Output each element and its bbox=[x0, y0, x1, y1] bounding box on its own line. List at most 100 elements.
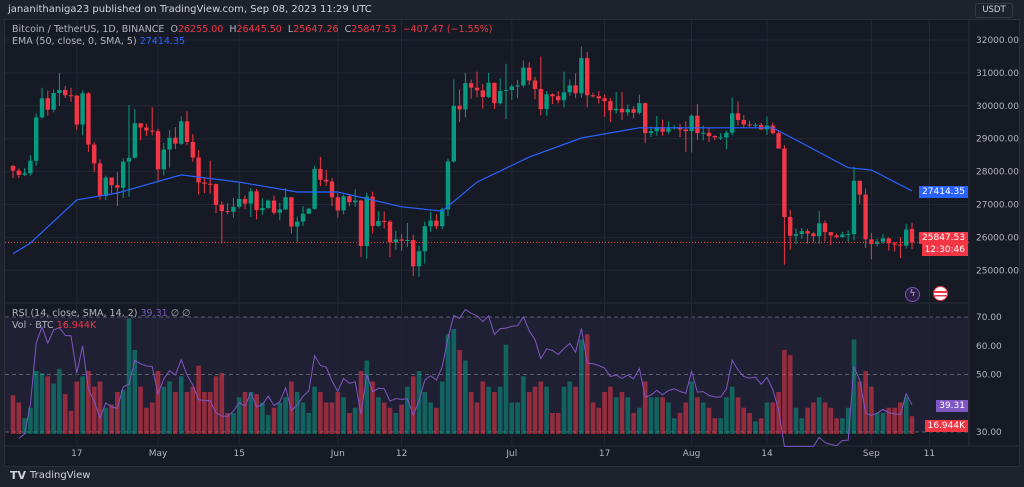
candle-body bbox=[741, 119, 746, 125]
candle-body bbox=[538, 89, 543, 110]
volume-bar bbox=[584, 334, 590, 434]
candle-body bbox=[747, 124, 752, 126]
candle-body bbox=[405, 240, 410, 242]
lightning-icon[interactable]: ϟ bbox=[905, 287, 920, 302]
volume-bar bbox=[22, 418, 27, 434]
volume-legend[interactable]: Vol · BTC 16.944K bbox=[12, 320, 96, 331]
time-axis-label: Jul bbox=[505, 449, 517, 459]
tradingview-logo-icon: TV bbox=[10, 469, 27, 482]
volume-bar bbox=[439, 381, 445, 434]
volume-bar bbox=[225, 413, 230, 434]
ema-legend[interactable]: EMA (50, close, 0, SMA, 5) 27414.35 bbox=[12, 36, 185, 47]
candle-body bbox=[161, 149, 166, 170]
candle-body bbox=[167, 137, 172, 150]
volume-bar bbox=[805, 407, 810, 434]
volume-bar bbox=[602, 392, 607, 434]
volume-bar bbox=[671, 418, 677, 434]
volume-bar bbox=[550, 413, 555, 434]
candle-body bbox=[701, 132, 706, 134]
candle-body bbox=[347, 196, 352, 203]
candle-body bbox=[619, 108, 625, 113]
volume-bar bbox=[851, 339, 857, 434]
volume-bar bbox=[161, 386, 167, 434]
volume-bar bbox=[758, 418, 764, 434]
candle-body bbox=[68, 95, 74, 97]
candle-body bbox=[329, 181, 335, 198]
high-label: H bbox=[229, 24, 237, 35]
volume-bar bbox=[845, 407, 851, 434]
volume-bar bbox=[202, 392, 207, 434]
volume-bar bbox=[828, 407, 834, 434]
candle-body bbox=[300, 213, 306, 222]
candle-body bbox=[434, 220, 439, 227]
price-axis-label: 32000.00 bbox=[976, 36, 1019, 46]
tradingview-footer-logo[interactable]: TV TradingView bbox=[10, 469, 90, 482]
currency-button[interactable]: USDT bbox=[975, 3, 1013, 18]
volume-bar bbox=[144, 407, 149, 434]
time-axis-label: May bbox=[149, 449, 168, 459]
price-axis-label: 27000.00 bbox=[976, 201, 1019, 211]
candle-body bbox=[892, 243, 897, 245]
symbol-name: Bitcoin / TetherUS, 1D, BINANCE bbox=[12, 24, 165, 35]
low-label: L bbox=[287, 24, 294, 35]
candle-body bbox=[387, 221, 393, 243]
volume-bar bbox=[515, 402, 520, 434]
volume-bar bbox=[347, 413, 352, 434]
candle-body bbox=[846, 234, 851, 236]
candle-body bbox=[817, 223, 822, 237]
candle-body bbox=[689, 115, 694, 132]
volume-bar bbox=[660, 397, 665, 434]
candle-body bbox=[242, 198, 248, 204]
candle-body bbox=[382, 220, 387, 222]
volume-bar bbox=[399, 404, 404, 434]
change-value: −407.47 (−1.55%) bbox=[402, 24, 493, 35]
last-price-tag: 25847.53 bbox=[919, 232, 968, 244]
candle-body bbox=[271, 200, 277, 213]
volume-bar bbox=[103, 407, 109, 434]
candle-body bbox=[718, 137, 723, 139]
volume-bar bbox=[178, 376, 184, 434]
symbol-legend[interactable]: Bitcoin / TetherUS, 1D, BINANCE O26255.0… bbox=[12, 24, 492, 35]
rsi-legend[interactable]: RSI (14, close, SMA, 14, 2) 39.31 ∅ ∅ bbox=[12, 308, 190, 319]
volume-bar bbox=[886, 407, 892, 434]
candle-body bbox=[416, 251, 422, 267]
price-axis-label: 29000.00 bbox=[976, 135, 1019, 145]
volume-bar bbox=[16, 402, 22, 434]
volume-bar bbox=[869, 386, 874, 434]
volume-bar bbox=[480, 381, 486, 434]
candle-body bbox=[150, 130, 155, 132]
candle-body bbox=[457, 105, 462, 110]
volume-bar bbox=[451, 329, 457, 434]
volume-bar bbox=[370, 381, 375, 434]
candle-body bbox=[225, 211, 230, 213]
candle-body bbox=[109, 177, 114, 186]
price-axis-label: 28000.00 bbox=[976, 168, 1019, 178]
us-flag-icon[interactable] bbox=[933, 286, 948, 301]
volume-bar bbox=[294, 392, 300, 434]
rsi-extra: ∅ ∅ bbox=[170, 308, 191, 319]
candle-body bbox=[10, 166, 16, 171]
candle-body bbox=[318, 168, 323, 180]
volume-bar bbox=[799, 418, 805, 434]
volume-bar bbox=[840, 418, 845, 434]
volume-bar bbox=[341, 397, 346, 434]
volume-bar bbox=[770, 402, 776, 434]
candle-body bbox=[602, 98, 607, 102]
candle-body bbox=[793, 234, 799, 236]
candle-body bbox=[666, 128, 671, 132]
candle-body bbox=[196, 157, 201, 183]
volume-bar bbox=[642, 381, 648, 434]
volume-bar bbox=[126, 318, 132, 434]
volume-value: 16.944K bbox=[56, 320, 97, 331]
candle-body bbox=[428, 220, 433, 227]
volume-bar bbox=[80, 376, 85, 434]
volume-bar bbox=[149, 402, 155, 434]
volume-bar bbox=[724, 397, 729, 434]
volume-bar bbox=[51, 383, 56, 434]
volume-bar bbox=[689, 381, 694, 434]
volume-bar bbox=[497, 386, 503, 434]
candle-body bbox=[614, 108, 619, 111]
candle-body bbox=[34, 117, 39, 161]
volume-bar bbox=[654, 397, 660, 434]
